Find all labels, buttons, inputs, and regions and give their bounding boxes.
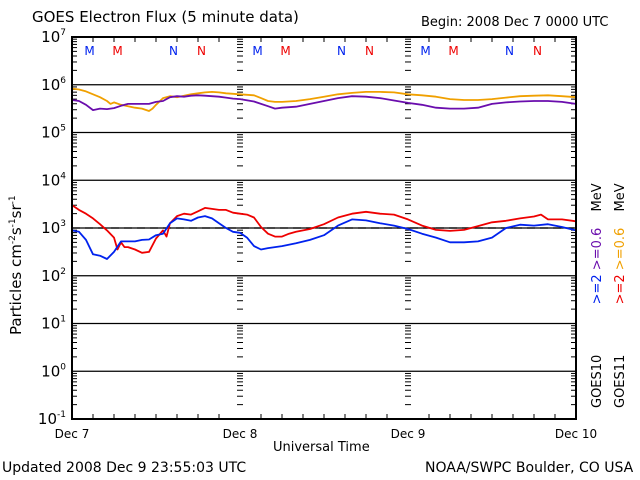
mn-marker: N: [533, 44, 542, 58]
legend-goes10-sat: GOES10: [590, 354, 605, 408]
x-tick-label: Dec 8: [223, 427, 258, 441]
mn-marker: M: [84, 44, 94, 58]
mn-marker: N: [197, 44, 206, 58]
legend-goes11-unit: MeV: [613, 183, 628, 212]
x-tick-label: Dec 7: [55, 427, 90, 441]
legend-goes10: GOES10 >=2 >=0.6 MeV: [590, 183, 605, 408]
mn-marker: N: [365, 44, 374, 58]
y-tick-label: 106: [41, 76, 66, 94]
plot-frame: [71, 36, 577, 420]
mn-marker: M: [280, 44, 290, 58]
y-tick-label: 107: [41, 28, 66, 46]
legend-goes10-ch2: >=0.6: [590, 227, 605, 271]
y-tick-label: 101: [41, 315, 66, 333]
legend-goes10-unit: MeV: [590, 183, 605, 212]
series-line-1: [71, 94, 577, 111]
y-axis-label-text: Particles cm-2s-1sr-1: [7, 195, 25, 335]
mn-marker: M: [252, 44, 262, 58]
mn-marker: N: [505, 44, 514, 58]
legend-goes11: GOES11 >=2 >=0.6 MeV: [613, 183, 628, 408]
mn-marker: N: [337, 44, 346, 58]
legend-goes11-sat: GOES11: [613, 354, 628, 408]
mn-marker: M: [112, 44, 122, 58]
y-tick-label: 10-1: [38, 410, 66, 428]
legend-goes11-ch1: >=2: [613, 274, 628, 305]
begin-time: Begin: 2008 Dec 7 0000 UTC: [421, 15, 609, 30]
legend-goes10-ch1: >=2: [590, 274, 605, 305]
grid: [72, 37, 576, 419]
series-line-0: [71, 87, 577, 112]
series-line-3: [71, 215, 577, 260]
x-axis-label: Universal Time: [273, 440, 370, 455]
updated-timestamp: Updated 2008 Dec 9 23:55:03 UTC: [2, 460, 247, 476]
source-credit: NOAA/SWPC Boulder, CO USA: [425, 460, 634, 476]
x-tick-label: Dec 9: [391, 427, 426, 441]
y-tick-label: 102: [41, 267, 66, 285]
mn-marker: N: [169, 44, 178, 58]
series-lines: [71, 87, 577, 260]
y-tick-label: 103: [41, 219, 66, 237]
y-tick-label: 105: [41, 124, 66, 142]
y-axis-label: Particles cm-2s-1sr-1: [7, 195, 25, 335]
legend-goes11-ch2: >=0.6: [613, 227, 628, 271]
mn-marker: M: [420, 44, 430, 58]
x-tick-label: Dec 10: [555, 427, 597, 441]
mn-marker: M: [448, 44, 458, 58]
y-tick-label: 104: [41, 171, 66, 189]
chart-title: GOES Electron Flux (5 minute data): [32, 8, 299, 26]
y-tick-label: 100: [41, 362, 66, 380]
series-line-2: [71, 204, 577, 254]
